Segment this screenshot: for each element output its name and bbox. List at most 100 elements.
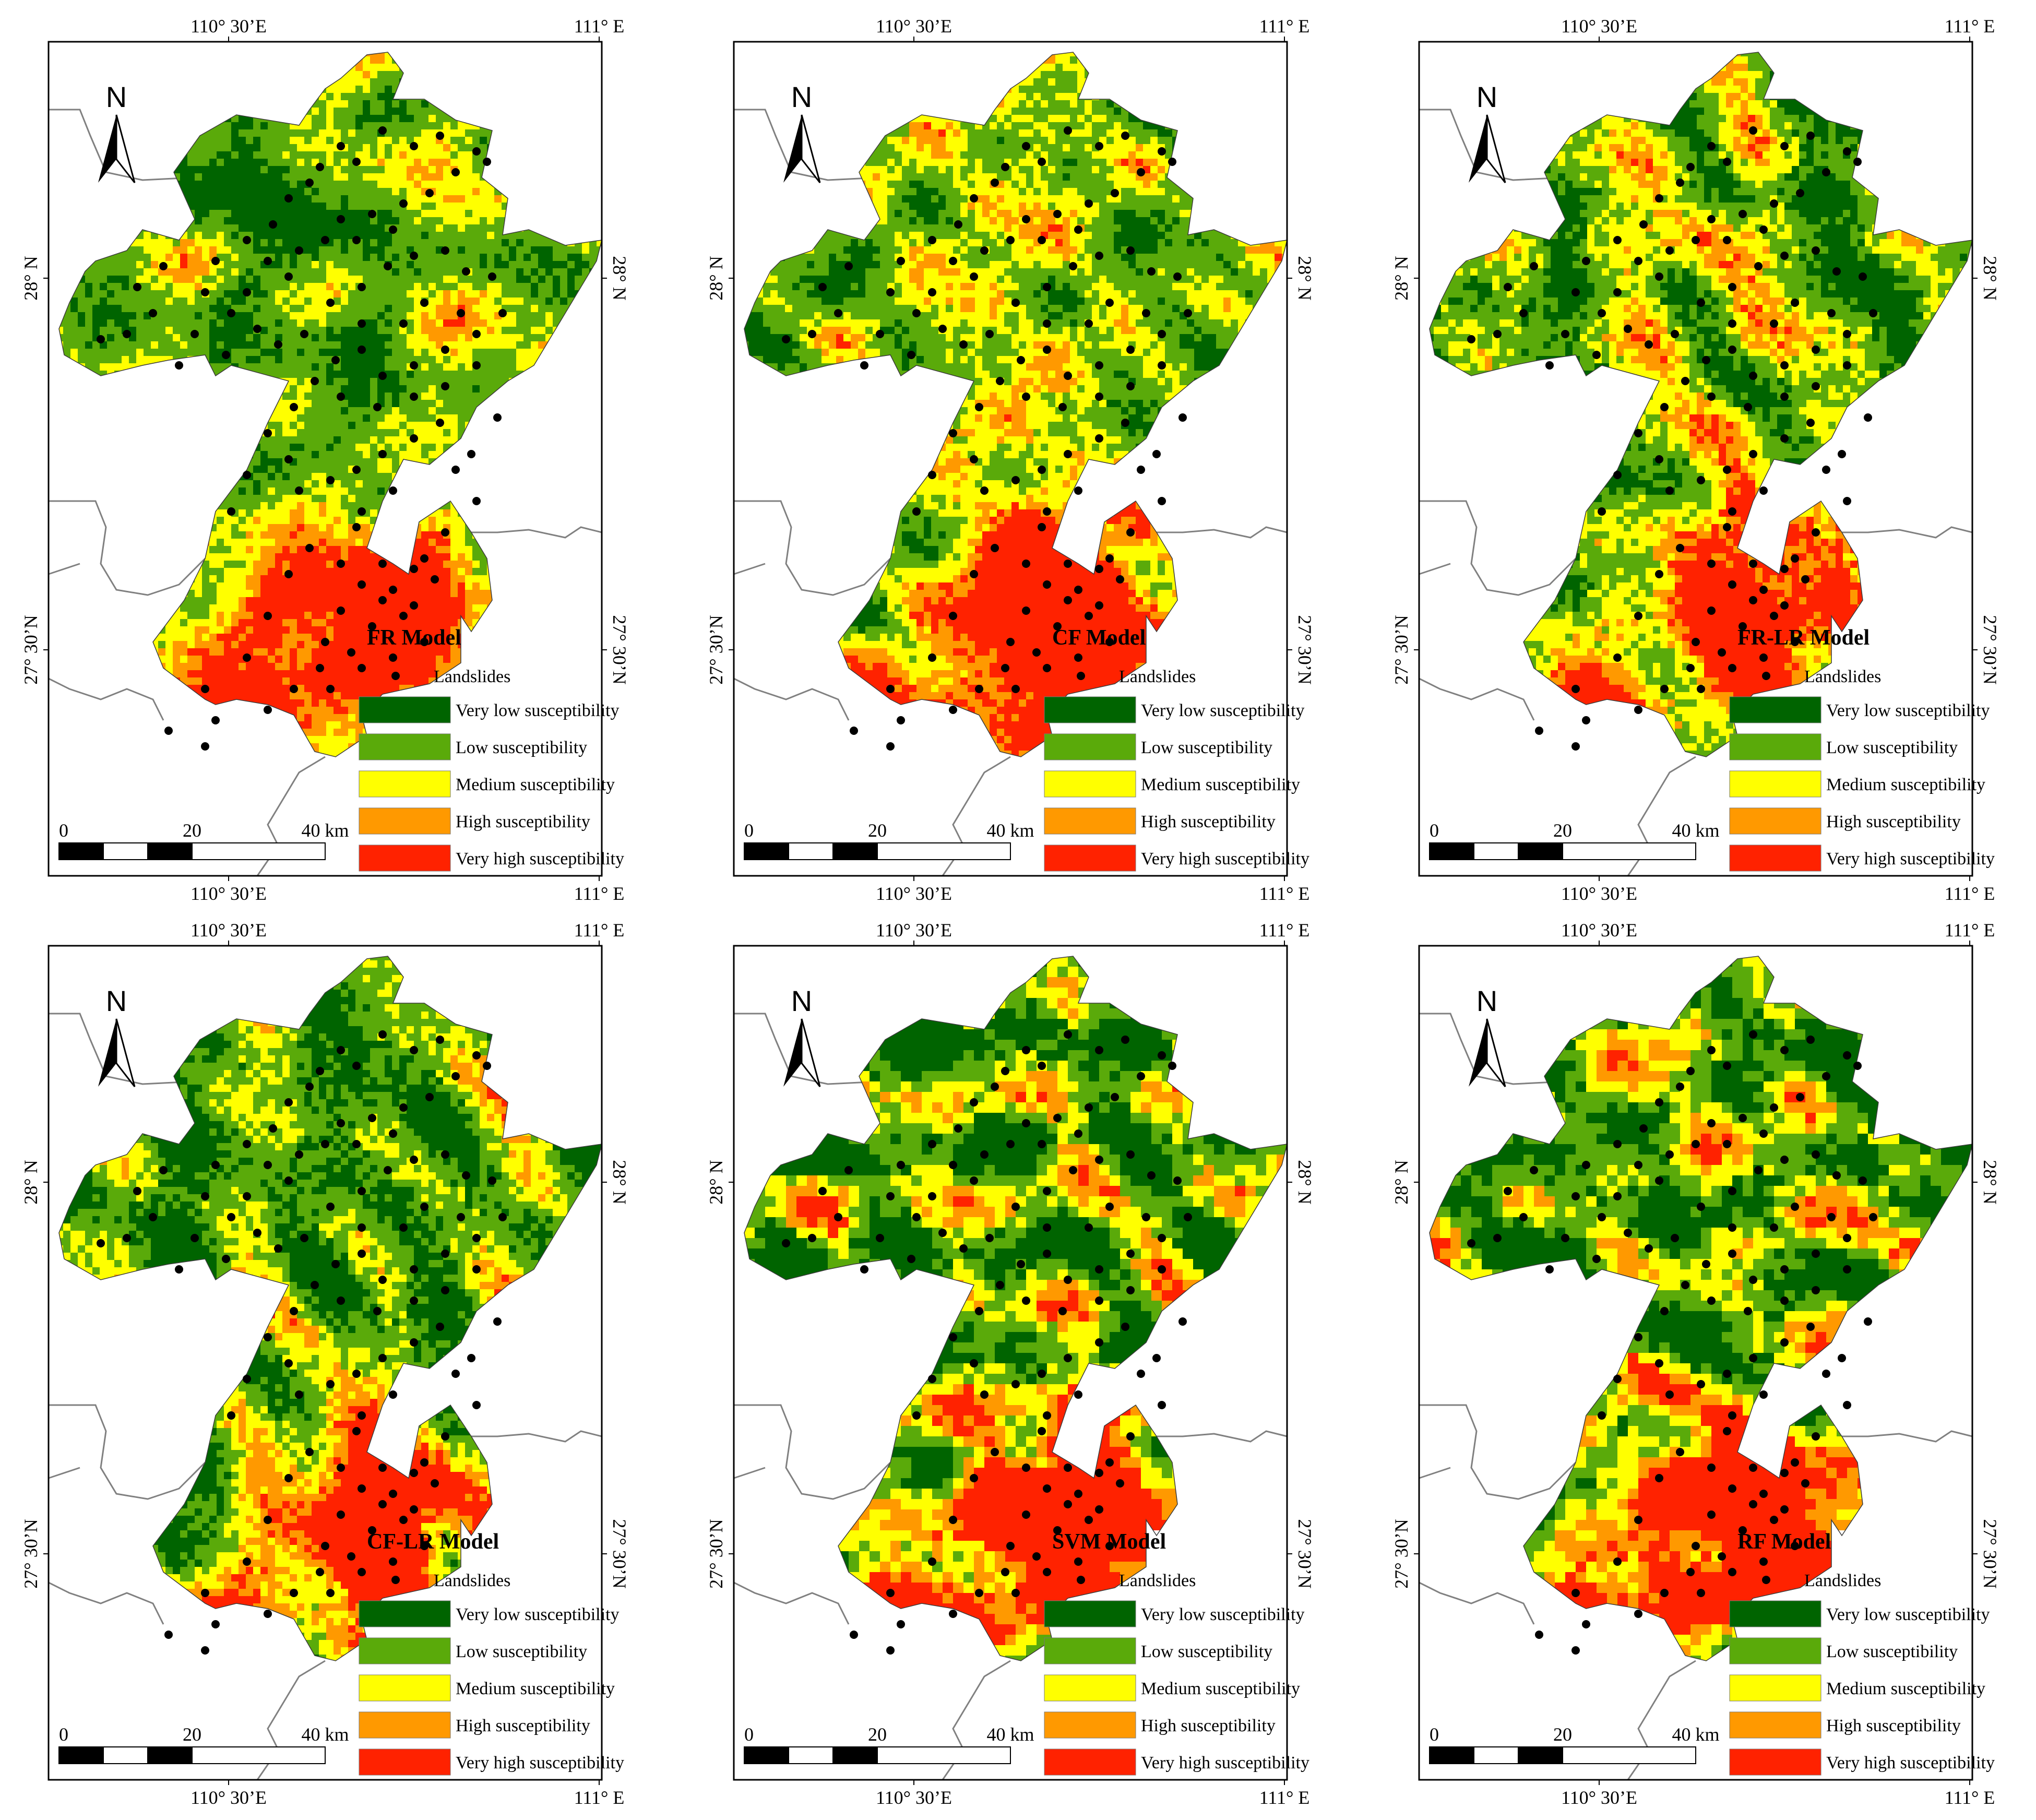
landslide-point <box>1032 648 1041 657</box>
susceptibility-raster <box>59 956 602 1661</box>
susceptibility-class-5-cells <box>173 254 465 729</box>
landslide-point <box>1043 507 1051 516</box>
landslide-point <box>1723 1427 1731 1435</box>
landslide-point <box>1105 1542 1114 1550</box>
right-tick-label: 28° N <box>1980 1160 2001 1204</box>
province-border-4 <box>733 1581 850 1625</box>
landslide-point <box>949 429 957 437</box>
scale-bar: 0 20 40 km <box>58 820 349 860</box>
landslide-point <box>1739 622 1747 631</box>
landslide-point <box>1530 1166 1538 1174</box>
landslide-point <box>378 1500 387 1508</box>
landslide-point <box>290 403 298 411</box>
landslide-point <box>949 1333 957 1341</box>
landslide-point <box>949 257 957 265</box>
landslide-point <box>211 257 220 265</box>
landslide-point <box>425 1093 434 1101</box>
landslide-point <box>472 147 481 156</box>
landslide-point <box>493 413 502 422</box>
landslide-point <box>1598 309 1606 317</box>
landslide-point <box>483 1062 491 1070</box>
landslide-point <box>1043 664 1051 672</box>
landslide-point <box>1095 361 1103 370</box>
landslide-point <box>326 1380 335 1388</box>
landslide-point <box>133 1187 141 1195</box>
landslide-point <box>1064 1464 1072 1472</box>
landslide-point <box>1655 1098 1663 1107</box>
legend-landslide-label: Landslides <box>1119 1571 1196 1590</box>
landslide-point <box>1697 685 1705 693</box>
landslide-point <box>378 450 387 458</box>
landslide-point <box>436 1323 444 1331</box>
landslide-point <box>1780 601 1789 610</box>
landslide-point <box>1723 466 1731 474</box>
legend-swatch <box>359 844 451 872</box>
susceptibility-class-5-cells <box>796 1081 1245 1645</box>
study-area-outline <box>744 956 1288 1661</box>
landslide-point <box>399 612 408 620</box>
landslide-point <box>1686 1568 1695 1576</box>
landslide-point <box>886 1589 895 1597</box>
landslide-point <box>352 236 361 244</box>
bottom-tick-label: 111° E <box>1259 883 1310 904</box>
landslide-point <box>243 1192 251 1200</box>
landslide-point <box>1749 126 1757 135</box>
landslide-point <box>1158 330 1166 338</box>
landslide-point <box>1095 434 1103 443</box>
legend: FR-LR Model Landslides Very low susceptibi… <box>1729 626 1995 872</box>
landslide-point <box>1728 283 1736 291</box>
landslide-point <box>970 570 978 578</box>
landslide-point <box>441 382 449 390</box>
right-tick-label: 28° N <box>609 256 630 300</box>
legend-class-label: Very low susceptibility <box>1141 701 1305 720</box>
landslide-point <box>410 1296 418 1305</box>
landslide-point <box>305 544 314 552</box>
landslide-point <box>1686 1067 1695 1075</box>
landslide-point <box>243 653 251 662</box>
landslide-point <box>149 1213 157 1221</box>
landslide-point <box>253 325 261 333</box>
landslide-point <box>352 523 361 531</box>
landslide-point <box>1728 1484 1736 1493</box>
map-frame <box>1418 945 1973 1781</box>
legend-swatch <box>1044 696 1136 723</box>
legend: FR Model Landslides Very low susceptibilit… <box>359 626 624 872</box>
landslide-point <box>1838 1354 1846 1362</box>
landslide-point <box>1095 252 1103 260</box>
landslide-point <box>211 1161 220 1169</box>
landslide-point <box>1634 429 1642 437</box>
landslide-point <box>358 1568 366 1576</box>
landslide-point <box>1707 560 1716 568</box>
landslide-point <box>1718 1552 1726 1561</box>
landslide-point <box>462 267 470 276</box>
landslide-point <box>1707 1464 1716 1472</box>
landslide-point <box>378 372 387 380</box>
landslide-point <box>970 1359 978 1367</box>
landslide-point <box>1043 580 1051 589</box>
landslide-point <box>1744 1307 1752 1315</box>
legend-swatch <box>1044 1711 1136 1739</box>
landslide-point <box>1011 299 1020 307</box>
landslide-point <box>358 580 366 589</box>
legend-class-label: High susceptibility <box>456 812 590 831</box>
landslide-point <box>243 236 251 244</box>
legend-class-label: High susceptibility <box>1141 812 1276 831</box>
landslide-point <box>959 340 968 349</box>
landslide-point <box>123 1234 131 1242</box>
landslide-point <box>850 727 858 735</box>
landslide-point <box>876 330 884 338</box>
landslide-point <box>1822 168 1830 176</box>
legend-swatch <box>1729 1600 1821 1627</box>
landslide-point <box>1759 225 1768 234</box>
map-panel-6: 110° 30’E 111° E 110° 30’E 111° E 28° N 27° 3… <box>1391 920 2001 1808</box>
landslide-point <box>326 1203 335 1211</box>
landslide-point <box>1759 486 1768 495</box>
landslide-point <box>949 1610 957 1618</box>
landslide-point <box>1064 126 1072 135</box>
landslide-point <box>1095 1265 1103 1274</box>
landslide-point <box>389 1490 397 1498</box>
landslide-point <box>1571 1646 1580 1655</box>
landslide-point <box>352 466 361 474</box>
scale-bar-segment <box>147 842 193 860</box>
north-label: N <box>106 984 127 1017</box>
